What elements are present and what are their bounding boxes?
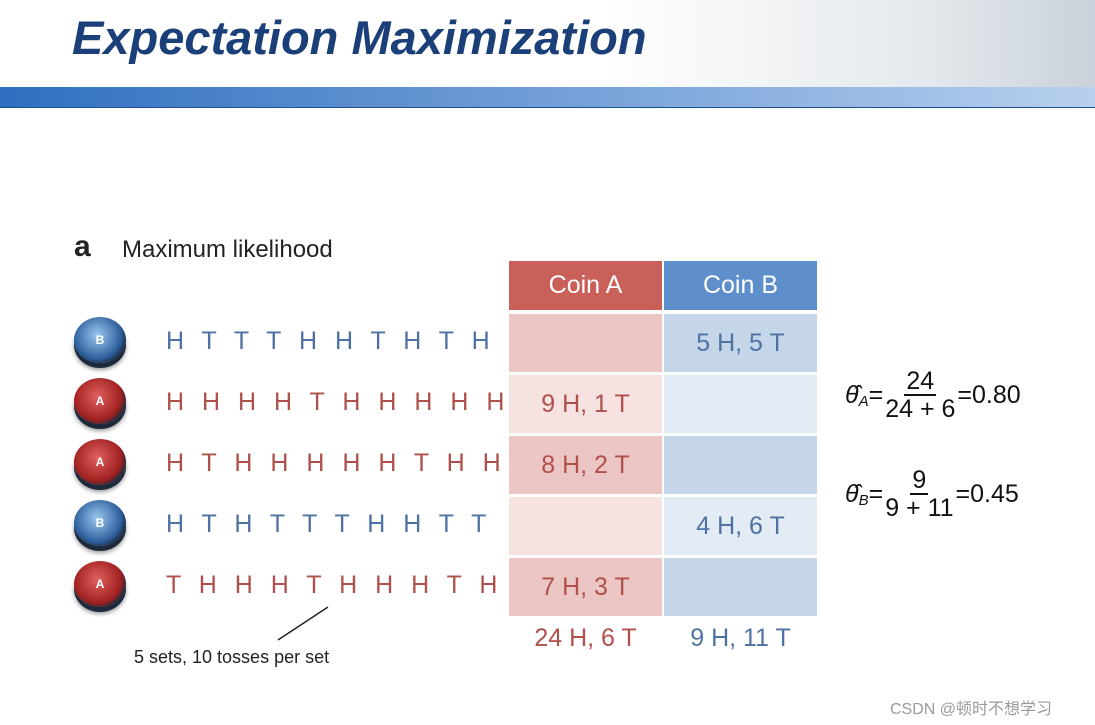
formula: θ̂ B = 9 9 + 11 =0.45 xyxy=(845,467,1019,521)
coin-a-cell xyxy=(509,314,662,372)
coin-a-cell: 9 H, 1 T xyxy=(509,375,662,433)
toss-sequence: H T H H H H H T H H xyxy=(166,449,505,477)
watermark: CSDN @顿时不想学习 xyxy=(890,701,1053,718)
slide-title: Expectation Maximization xyxy=(72,11,647,64)
coin-icon: B xyxy=(74,317,126,363)
toss-sequence: H T T T H H T H T H xyxy=(166,327,494,355)
annotation-pointer xyxy=(277,606,329,641)
coin-b-cell xyxy=(664,436,817,494)
numerator: 9 xyxy=(910,466,929,495)
total-a: 24 H, 6 T xyxy=(534,623,637,652)
coin-a-cell: 8 H, 2 T xyxy=(509,436,662,494)
toss-sequence: T H H H T H H H T H xyxy=(166,571,501,599)
result: =0.80 xyxy=(957,380,1021,409)
coin-b-cell: 5 H, 5 T xyxy=(664,314,817,372)
denominator: 24 + 6 xyxy=(885,395,956,423)
subscript: B xyxy=(858,492,869,509)
symbol: θ̂ xyxy=(845,380,859,409)
coin-b-cell xyxy=(664,375,817,433)
section-letter: a xyxy=(74,230,91,263)
header-stripe xyxy=(0,87,1095,108)
total-b: 9 H, 11 T xyxy=(690,623,791,652)
toss-sequence: H T H T T T H H T T xyxy=(166,510,490,538)
toss-sequence: H H H H T H H H H H xyxy=(166,388,508,416)
fraction: 24 24 + 6 xyxy=(885,368,955,422)
subscript: A xyxy=(858,393,869,410)
coin-icon: A xyxy=(74,439,126,485)
numerator: 24 xyxy=(904,367,937,396)
column-header: Coin A xyxy=(509,261,662,310)
coin-icon: B xyxy=(74,500,126,546)
result: =0.45 xyxy=(955,479,1019,508)
column-header: Coin B xyxy=(664,261,817,310)
symbol: θ̂ xyxy=(845,479,859,508)
denominator: 9 + 11 xyxy=(885,494,954,522)
coin-b-cell xyxy=(664,558,817,616)
formula: θ̂ A = 24 24 + 6 =0.80 xyxy=(845,368,1021,422)
section-title: Maximum likelihood xyxy=(122,236,333,263)
coin-b-cell: 4 H, 6 T xyxy=(664,497,817,555)
equals: = xyxy=(868,479,884,508)
coin-a-cell xyxy=(509,497,662,555)
coin-icon: A xyxy=(74,561,126,607)
title-bar xyxy=(0,0,1095,87)
coin-icon: A xyxy=(74,378,126,424)
annotation: 5 sets, 10 tosses per set xyxy=(134,647,330,667)
equals: = xyxy=(868,380,884,409)
coin-a-cell: 7 H, 3 T xyxy=(509,558,662,616)
